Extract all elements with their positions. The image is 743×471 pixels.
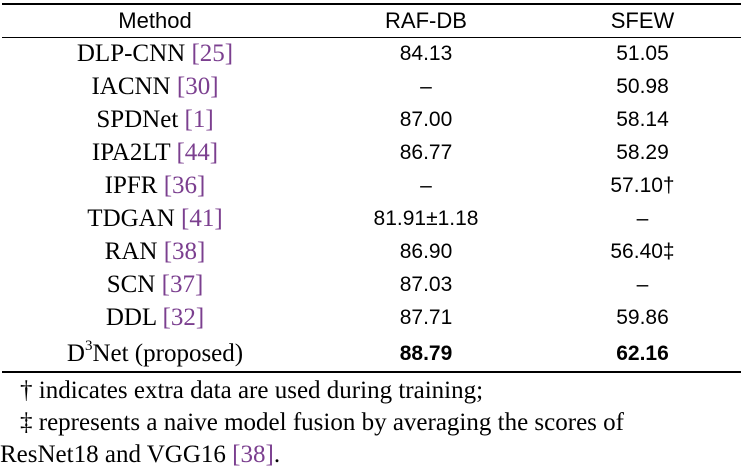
- note-continuation: ResNet18 and VGG16 [38].: [0, 439, 743, 471]
- citation-link[interactable]: [38]: [232, 441, 274, 468]
- top-rule: [2, 3, 741, 5]
- citation-link[interactable]: [32]: [162, 304, 205, 331]
- table-row: IPFR [36] – 57.10†: [0, 169, 743, 202]
- method-name: TDGAN: [87, 205, 175, 232]
- sfew-value: –: [636, 273, 649, 296]
- method-cell: IACNN [30]: [0, 70, 310, 103]
- method-cell: IPA2LT [44]: [0, 136, 310, 169]
- raf-db-value: 87.00: [399, 108, 453, 131]
- raf-db-value: –: [420, 75, 432, 98]
- citation-number: 41: [189, 205, 215, 232]
- citation-link[interactable]: [44]: [176, 139, 219, 166]
- citation-link[interactable]: [37]: [161, 271, 204, 298]
- table-row: SPDNet [1] 87.00 58.14: [0, 103, 743, 136]
- table-row: DDL [32] 87.71 59.86: [0, 301, 743, 334]
- raf-db-value: 86.90: [399, 240, 453, 263]
- sfew-value: 58.29: [616, 141, 669, 164]
- citation-number: 25: [199, 40, 225, 67]
- sfew-value: 57.10†: [610, 174, 675, 197]
- raf-db-value: 87.03: [399, 273, 453, 296]
- method-name: SCN: [106, 271, 156, 298]
- citation-number: 32: [170, 304, 196, 331]
- header-raf-db: RAF-DB: [385, 8, 467, 33]
- table-row: TDGAN [41] 81.91±1.18 –: [0, 202, 743, 235]
- sfew-value: 59.86: [616, 306, 669, 329]
- method-cell: TDGAN [41]: [0, 202, 310, 235]
- note-double-dagger: ‡ represents a naive model fusion by ave…: [20, 409, 624, 436]
- citation-number: 37: [169, 271, 195, 298]
- method-cell: RAN [38]: [0, 235, 310, 268]
- sfew-value: 50.98: [616, 75, 669, 98]
- raf-db-value: –: [420, 174, 432, 197]
- note-end: .: [273, 441, 281, 468]
- citation-link[interactable]: [1]: [184, 106, 214, 133]
- citation-link[interactable]: [38]: [163, 238, 206, 265]
- method-name-suffix: Net (proposed): [92, 340, 244, 367]
- table-row: RAN [38] 86.90 56.40‡: [0, 235, 743, 268]
- table-row: DLP-CNN [25] 84.13 51.05: [0, 37, 743, 70]
- citation-link[interactable]: [41]: [181, 205, 223, 232]
- table-row: IACNN [30] – 50.98: [0, 70, 743, 103]
- method-name: D: [66, 340, 85, 367]
- raf-db-value: 81.91±1.18: [373, 207, 479, 230]
- note-text: ResNet18 and VGG16: [0, 441, 233, 468]
- table-notes: † indicates extra data are used during t…: [0, 375, 743, 471]
- sfew-value: 62.16: [616, 342, 669, 365]
- citation-link[interactable]: [30]: [176, 73, 219, 100]
- method-name: SPDNet: [96, 106, 179, 133]
- method-cell: DDL [32]: [0, 301, 310, 334]
- method-superscript: 3: [84, 337, 93, 354]
- sfew-value: 51.05: [616, 42, 669, 65]
- citation-number: 38: [240, 441, 266, 468]
- citation-number: 38: [172, 238, 198, 265]
- method-cell: IPFR [36]: [0, 169, 310, 202]
- citation-number: 1: [192, 106, 206, 133]
- raf-db-value: 88.79: [399, 342, 453, 365]
- method-name: DDL: [105, 304, 157, 331]
- table-header-row: Method RAF-DB SFEW: [0, 4, 743, 37]
- citation-number: 44: [184, 139, 210, 166]
- sfew-value: –: [636, 207, 649, 230]
- method-name: IACNN: [91, 73, 171, 100]
- table-row: SCN [37] 87.03 –: [0, 268, 743, 301]
- method-cell: DLP-CNN [25]: [0, 37, 310, 70]
- method-name: RAN: [104, 238, 158, 265]
- method-cell: D3Net (proposed): [0, 337, 310, 370]
- method-name: IPFR: [104, 172, 158, 199]
- raf-db-value: 86.77: [399, 141, 453, 164]
- citation-number: 36: [172, 172, 198, 199]
- table-row: IPA2LT [44] 86.77 58.29: [0, 136, 743, 169]
- method-name: IPA2LT: [91, 139, 171, 166]
- header-rule: [2, 37, 741, 38]
- table-row-proposed: D3Net (proposed) 88.79 62.16: [0, 337, 743, 370]
- sfew-value: 56.40‡: [610, 240, 675, 263]
- citation-number: 30: [185, 73, 211, 100]
- raf-db-value: 84.13: [399, 42, 453, 65]
- method-cell: SCN [37]: [0, 268, 310, 301]
- header-sfew: SFEW: [610, 8, 675, 33]
- bottom-rule: [2, 371, 741, 373]
- citation-link[interactable]: [36]: [163, 172, 206, 199]
- note-dagger: † indicates extra data are used during t…: [20, 377, 484, 404]
- sfew-value: 58.14: [616, 108, 669, 131]
- citation-link[interactable]: [25]: [191, 40, 234, 67]
- method-name: DLP-CNN: [76, 40, 186, 67]
- header-method: Method: [118, 8, 192, 33]
- raf-db-value: 87.71: [399, 306, 453, 329]
- method-cell: SPDNet [1]: [0, 103, 310, 136]
